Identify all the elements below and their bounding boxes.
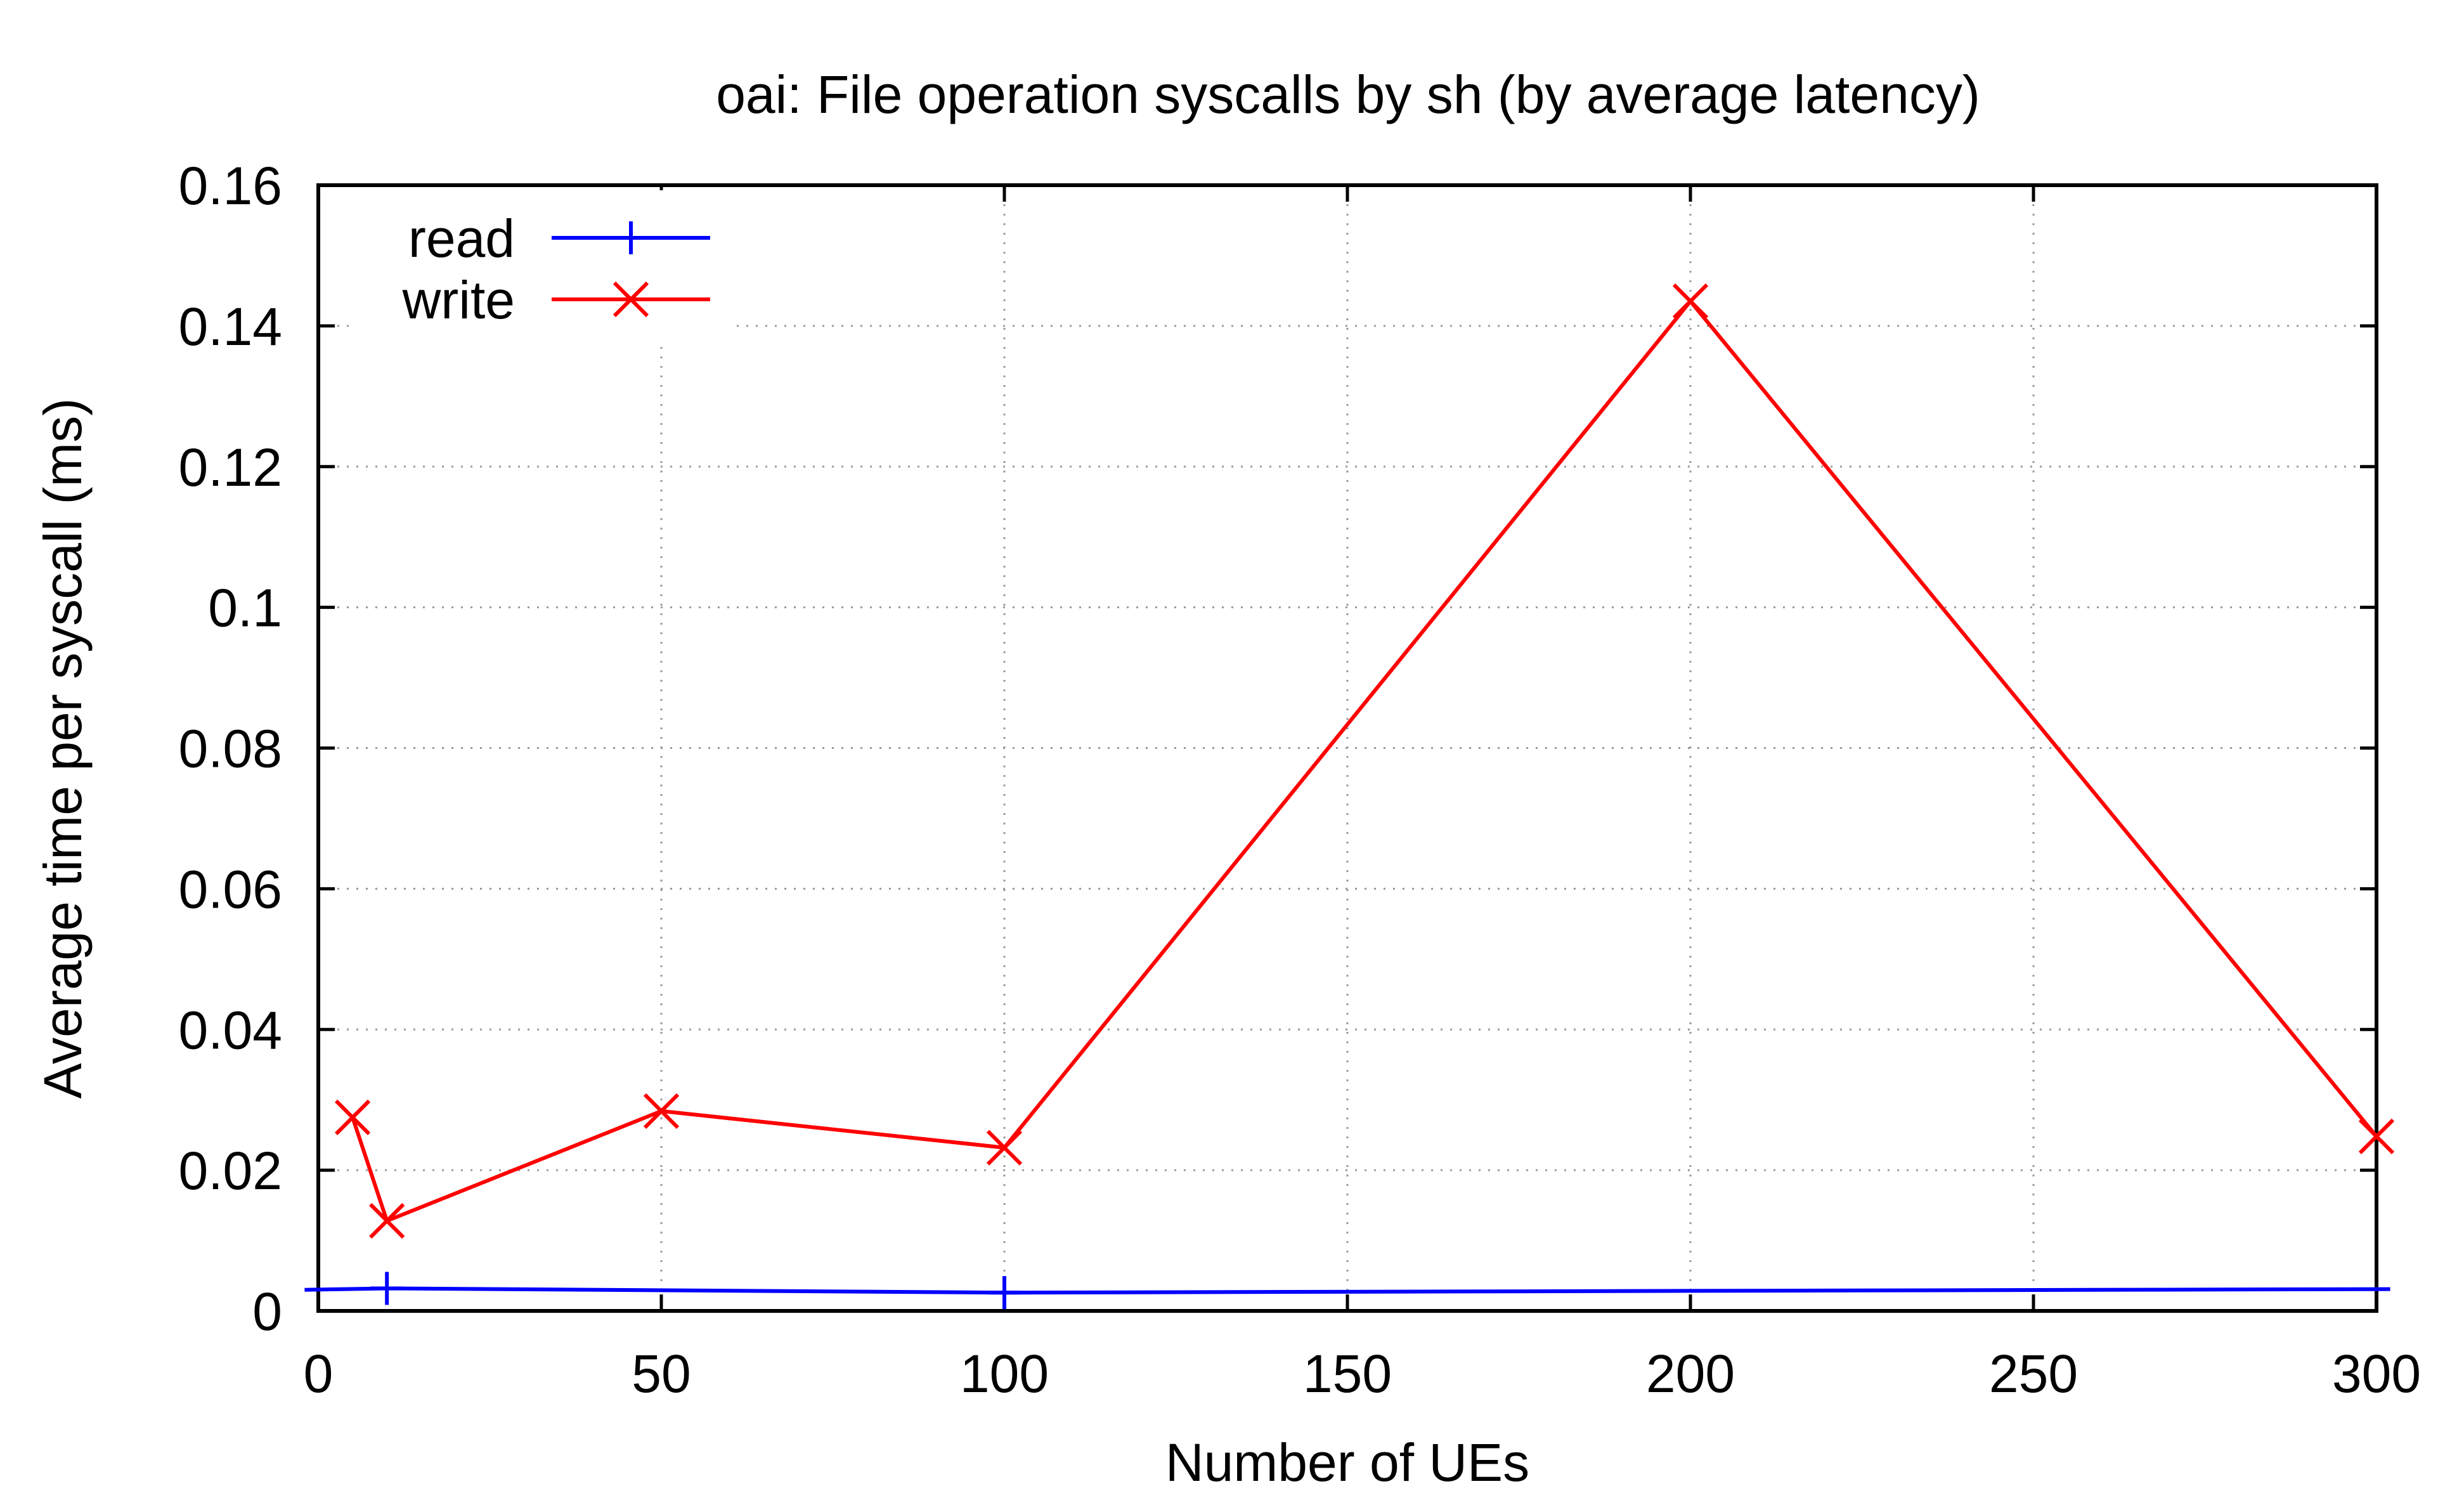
plot-frame xyxy=(316,183,2378,1313)
plus-marker xyxy=(614,221,647,254)
y-axis-label: Average time per syscall (ms) xyxy=(33,398,93,1099)
y-tick-label: 0.1 xyxy=(208,578,282,638)
y-tick-label: 0.08 xyxy=(179,719,283,779)
y-tick-label: 0.14 xyxy=(179,297,283,356)
x-tick-label: 150 xyxy=(1303,1344,1392,1404)
cross-marker xyxy=(2358,1118,2395,1155)
x-tick-label: 200 xyxy=(1646,1344,1735,1404)
cross-marker xyxy=(613,281,649,318)
legend-label: write xyxy=(402,270,515,330)
legend-background xyxy=(355,190,736,339)
series-write xyxy=(334,283,2395,1239)
y-tick-label: 0.06 xyxy=(179,859,283,919)
cross-marker xyxy=(334,1099,371,1136)
y-tick-label: 0.12 xyxy=(179,438,283,497)
x-tick-label: 50 xyxy=(632,1344,691,1404)
series-read xyxy=(304,1272,2390,1310)
ticks: 0 50 100 150 200 250 300 0 0.02 0.04 0.06 0.08 0.1 0.… xyxy=(179,156,2422,1404)
x-tick-label: 300 xyxy=(2332,1344,2421,1404)
plus-marker xyxy=(988,1276,1021,1310)
x-tick-label: 100 xyxy=(960,1344,1049,1404)
y-tick-label: 0.16 xyxy=(179,156,283,216)
x-tick-label: 250 xyxy=(1989,1344,2078,1404)
plus-marker xyxy=(370,1272,404,1305)
cross-marker xyxy=(643,1093,680,1130)
series xyxy=(304,283,2395,1310)
legend-label: read xyxy=(408,209,515,268)
x-axis-label: Number of UEs xyxy=(1165,1433,1529,1492)
cross-marker xyxy=(369,1202,405,1239)
chart-title: oai: File operation syscalls by sh (by a… xyxy=(716,65,1980,124)
y-tick-label: 0.02 xyxy=(179,1141,283,1201)
series-line-read xyxy=(304,1286,2390,1295)
x-tick-label: 0 xyxy=(304,1344,334,1404)
y-tick-label: 0.04 xyxy=(179,1000,283,1060)
cross-marker xyxy=(1672,283,1709,320)
cross-marker xyxy=(986,1130,1023,1166)
series-line-write xyxy=(351,299,2378,1223)
y-tick-label: 0 xyxy=(252,1282,282,1341)
